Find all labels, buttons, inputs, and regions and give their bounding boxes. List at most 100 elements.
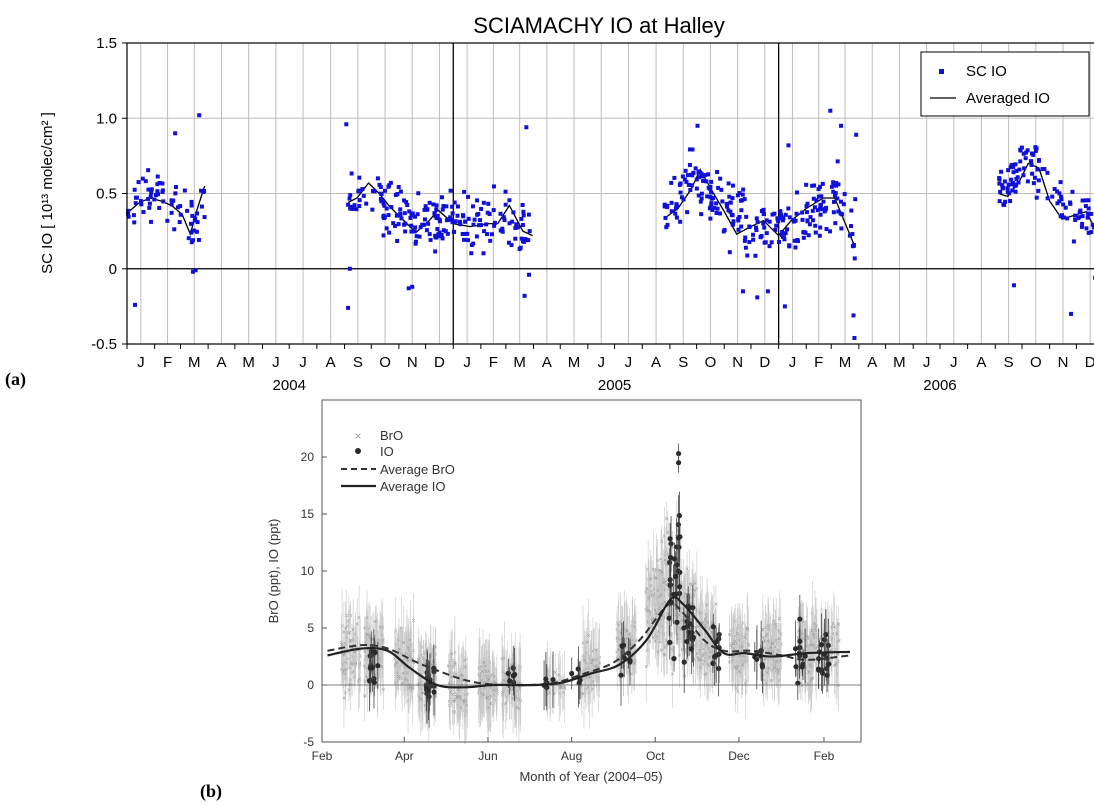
bro-point: × bbox=[488, 701, 492, 708]
bro-point: × bbox=[407, 653, 411, 660]
sc-io-point bbox=[691, 170, 696, 175]
sc-io-point bbox=[377, 182, 382, 187]
bro-point: × bbox=[364, 635, 368, 642]
bro-point: × bbox=[396, 651, 400, 658]
panel-a-x-tick-label: S bbox=[1004, 354, 1014, 371]
sc-io-point bbox=[1011, 170, 1016, 175]
bro-point: × bbox=[648, 612, 652, 619]
sc-io-point bbox=[718, 211, 723, 216]
panel-a-x-tick-label: J bbox=[950, 354, 958, 371]
sc-io-point bbox=[1008, 165, 1013, 170]
sc-io-point bbox=[1001, 202, 1006, 207]
bro-point: × bbox=[342, 695, 346, 702]
sc-io-point bbox=[147, 201, 152, 206]
sc-io-point bbox=[682, 177, 687, 182]
bro-point: × bbox=[705, 620, 709, 627]
sc-io-point bbox=[835, 159, 840, 164]
sc-io-point bbox=[478, 218, 483, 223]
bro-point: × bbox=[736, 664, 740, 671]
bro-point: × bbox=[745, 626, 749, 633]
bro-point: × bbox=[429, 653, 433, 660]
sc-io-point bbox=[484, 222, 489, 227]
sc-io-point bbox=[347, 196, 352, 201]
sc-io-point bbox=[665, 222, 670, 227]
sc-io-point bbox=[475, 198, 480, 203]
bro-point: × bbox=[461, 673, 465, 680]
sc-io-point bbox=[157, 205, 162, 210]
bro-point: × bbox=[416, 682, 420, 689]
bro-point: × bbox=[595, 657, 599, 664]
sc-io-point bbox=[818, 184, 823, 189]
bro-point: × bbox=[511, 693, 515, 700]
bro-point: × bbox=[423, 703, 427, 710]
sc-io-point bbox=[165, 218, 170, 223]
bro-point: × bbox=[777, 636, 781, 643]
sc-io-point bbox=[739, 208, 744, 213]
panel-b-x-tick-label: Dec bbox=[728, 749, 749, 763]
legend-io-label: IO bbox=[380, 444, 394, 459]
sc-io-point bbox=[715, 206, 720, 211]
io-point bbox=[711, 654, 718, 660]
sc-io-point bbox=[852, 256, 857, 261]
sc-io-point bbox=[398, 211, 403, 216]
sc-io-point bbox=[663, 215, 668, 220]
bro-point: × bbox=[693, 581, 697, 588]
bro-point: × bbox=[814, 646, 818, 653]
bro-point: × bbox=[346, 619, 350, 626]
bro-point: × bbox=[421, 656, 425, 663]
bro-point: × bbox=[775, 659, 779, 666]
bro-point: × bbox=[342, 667, 346, 674]
sc-io-point bbox=[780, 231, 785, 236]
bro-point: × bbox=[464, 657, 468, 664]
panel-a-x-tick-label: A bbox=[542, 354, 552, 371]
sc-io-point bbox=[851, 313, 856, 318]
sc-io-point bbox=[402, 198, 407, 203]
bro-point: × bbox=[769, 678, 773, 685]
sc-io-point bbox=[730, 196, 735, 201]
sc-io-point bbox=[452, 200, 457, 205]
sc-io-point bbox=[793, 218, 798, 223]
panel-b-x-tick-label: Apr bbox=[395, 749, 414, 763]
bro-point: × bbox=[697, 624, 701, 631]
sc-io-point bbox=[428, 237, 433, 242]
bro-point: × bbox=[766, 647, 770, 654]
bro-point: × bbox=[511, 696, 515, 703]
sc-io-point bbox=[155, 174, 160, 179]
bro-point: × bbox=[673, 583, 677, 590]
sc-io-point bbox=[413, 214, 418, 219]
bro-point: × bbox=[592, 664, 596, 671]
bro-point: × bbox=[663, 599, 667, 606]
sc-io-point bbox=[792, 238, 797, 243]
sc-io-point bbox=[527, 272, 532, 277]
bro-point: × bbox=[742, 653, 746, 660]
sc-io-point bbox=[465, 231, 470, 236]
bro-point: × bbox=[489, 693, 493, 700]
sc-io-point bbox=[457, 219, 462, 224]
sc-io-point bbox=[780, 218, 785, 223]
bro-point: × bbox=[517, 706, 521, 713]
sc-io-point bbox=[194, 229, 199, 234]
bro-point: × bbox=[483, 685, 487, 692]
sc-io-point bbox=[148, 194, 153, 199]
bro-point: × bbox=[586, 633, 590, 640]
bro-point: × bbox=[735, 631, 739, 638]
sc-io-point bbox=[462, 237, 467, 242]
sc-io-point bbox=[1050, 194, 1055, 199]
panel-b-x-axis-label: Month of Year (2004–05) bbox=[519, 769, 662, 784]
bro-point: × bbox=[644, 664, 648, 671]
bro-point: × bbox=[698, 642, 702, 649]
panel-b-legend: × BrO IO Average BrO Average IO bbox=[341, 428, 455, 494]
bro-point: × bbox=[493, 680, 497, 687]
sc-io-point bbox=[146, 196, 151, 201]
bro-point: × bbox=[373, 633, 377, 640]
sc-io-point bbox=[169, 198, 174, 203]
sc-io-point bbox=[185, 208, 190, 213]
sc-io-point bbox=[519, 236, 524, 241]
bro-point: × bbox=[408, 685, 412, 692]
sc-io-point bbox=[506, 240, 511, 245]
io-point bbox=[619, 643, 625, 649]
sc-io-point bbox=[381, 233, 386, 238]
bro-point: × bbox=[434, 694, 438, 701]
bro-point: × bbox=[494, 698, 498, 705]
bro-point: × bbox=[417, 694, 421, 701]
